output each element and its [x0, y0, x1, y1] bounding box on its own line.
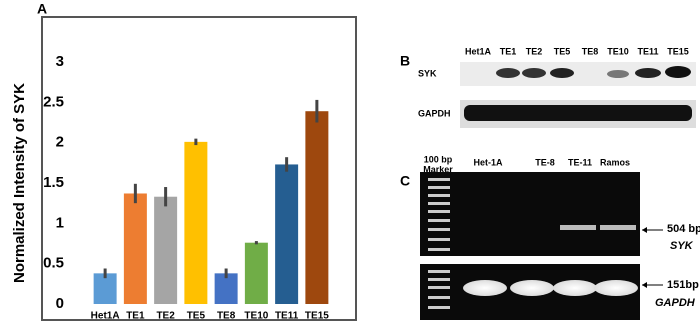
- bar: [305, 111, 329, 304]
- bar: [244, 242, 268, 304]
- lane-label: TE10: [607, 46, 629, 56]
- lane-label: TE11: [637, 46, 658, 56]
- lane-label: Ramos: [600, 157, 630, 167]
- row-label: SYK: [418, 68, 437, 78]
- lane-label: TE-8: [535, 157, 555, 167]
- x-tick-label: TE15: [305, 311, 329, 322]
- lane-label: TE15: [667, 46, 689, 56]
- bar: [275, 164, 299, 304]
- bar: [123, 193, 147, 304]
- y-tick-label: 2: [56, 134, 64, 151]
- gene-label: SYK: [670, 240, 694, 252]
- chart-frame: [41, 16, 357, 321]
- bar: [93, 273, 117, 304]
- x-tick-label: TE2: [156, 311, 175, 322]
- x-tick-label: TE8: [217, 311, 236, 322]
- y-tick-label: 2.5: [43, 93, 64, 110]
- y-axis-label: Normalized Intensity of SYK: [11, 83, 28, 283]
- panel-label: A: [37, 1, 47, 17]
- x-tick-label: TE11: [275, 311, 299, 322]
- row-label: GAPDH: [418, 108, 451, 118]
- gel: [420, 172, 663, 320]
- x-tick-label: TE10: [244, 311, 268, 322]
- lane-label: Marker: [423, 164, 453, 174]
- gene-label: GAPDH: [655, 297, 696, 309]
- band-size: 504 bp: [667, 223, 700, 235]
- lane-label: TE1: [500, 46, 517, 56]
- bar: [184, 141, 208, 304]
- lane-label: Het-1A: [473, 157, 503, 167]
- x-tick-label: Het1A: [91, 311, 120, 322]
- y-tick-label: 0: [56, 295, 64, 312]
- lane-label: TE-11: [568, 157, 592, 167]
- y-tick-label: 1.5: [43, 174, 64, 191]
- bar: [214, 273, 238, 304]
- y-tick-label: 3: [56, 53, 64, 70]
- lane-label: TE5: [554, 46, 571, 56]
- panel-label: C: [400, 173, 410, 189]
- blot: [460, 62, 696, 128]
- x-tick-label: TE5: [187, 311, 206, 322]
- bar: [154, 196, 178, 304]
- panel-label: B: [400, 53, 410, 69]
- lane-label: 100 bp: [424, 154, 453, 164]
- band-size: 151bp: [667, 279, 699, 291]
- y-tick-label: 1: [56, 214, 64, 231]
- lane-label: TE2: [526, 46, 543, 56]
- lane-label: TE8: [582, 46, 599, 56]
- y-tick-label: 0.5: [43, 255, 64, 272]
- x-tick-label: TE1: [126, 311, 145, 322]
- lane-label: Het1A: [465, 46, 492, 56]
